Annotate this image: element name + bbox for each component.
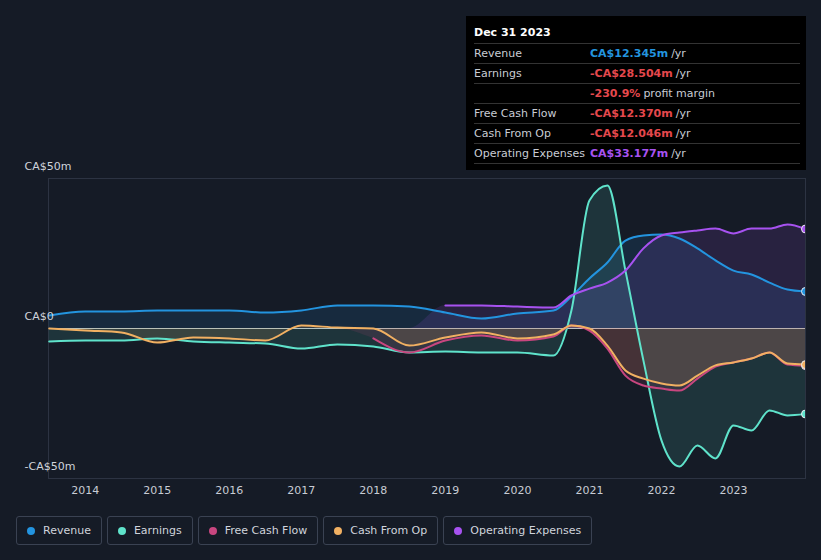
html-text:CA$12.345m /yr: CA$12.345m /yr [590,47,686,60]
html-text:Cash From Op: Cash From Op [474,127,551,140]
svg-text:2018: 2018 [359,484,387,497]
svg-text:2014: 2014 [71,484,99,497]
svg-text:2017: 2017 [287,484,315,497]
html-text:Operating Expenses: Operating Expenses [474,147,585,160]
svg-text:2020: 2020 [503,484,531,497]
svg-text:CA$50m: CA$50m [25,160,72,173]
html-text:Earnings: Earnings [474,67,522,80]
svg-text:2015: 2015 [143,484,171,497]
svg-text:2023: 2023 [719,484,747,497]
html-text:Free Cash Flow: Free Cash Flow [224,524,308,537]
svg-text:2019: 2019 [431,484,459,497]
html-text:-230.9% profit margin: -230.9% profit margin [590,87,715,100]
svg-text:2022: 2022 [647,484,675,497]
svg-text:2021: 2021 [575,484,603,497]
svg-text:-CA$50m: -CA$50m [25,460,76,473]
html-text:Free Cash Flow: Free Cash Flow [474,107,557,120]
html-text:Dec 31 2023: Dec 31 2023 [474,26,551,39]
html-text:Operating Expenses: Operating Expenses [470,524,582,537]
html-text:Cash From Op: Cash From Op [350,524,428,537]
html-text:Earnings: Earnings [133,524,182,537]
svg-text:CA$0: CA$0 [25,310,54,323]
html-text:Revenue: Revenue [43,524,91,537]
html-text:Revenue: Revenue [474,47,522,60]
html-text:-CA$28.504m /yr: -CA$28.504m /yr [590,67,691,80]
html-text:-CA$12.370m /yr: -CA$12.370m /yr [590,107,691,120]
html-text:-CA$12.046m /yr: -CA$12.046m /yr [590,127,691,140]
svg-text:2016: 2016 [215,484,243,497]
html-text:CA$33.177m /yr: CA$33.177m /yr [590,147,686,160]
